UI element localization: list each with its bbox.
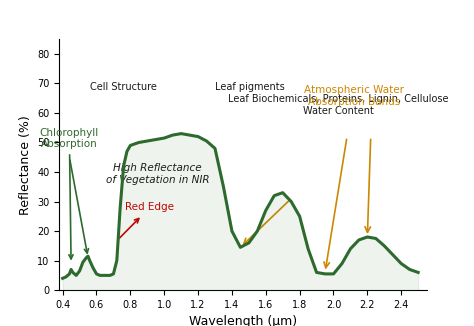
Text: Red Edge: Red Edge	[119, 202, 174, 238]
Y-axis label: Reflectance (%): Reflectance (%)	[18, 115, 32, 215]
Text: Chlorophyll
Absorption: Chlorophyll Absorption	[40, 128, 99, 259]
X-axis label: Wavelength (μm): Wavelength (μm)	[189, 316, 297, 326]
Text: Leaf Biochemicals, Proteins, Lignin, Cellulose
Water Content: Leaf Biochemicals, Proteins, Lignin, Cel…	[228, 94, 449, 116]
Text: Leaf pigments: Leaf pigments	[215, 82, 285, 92]
Text: Atmospheric Water
Absorption Bands: Atmospheric Water Absorption Bands	[304, 85, 404, 107]
Text: High Reflectance
of Vegetation in NIR: High Reflectance of Vegetation in NIR	[106, 163, 209, 185]
Text: Cell Structure: Cell Structure	[90, 82, 157, 92]
